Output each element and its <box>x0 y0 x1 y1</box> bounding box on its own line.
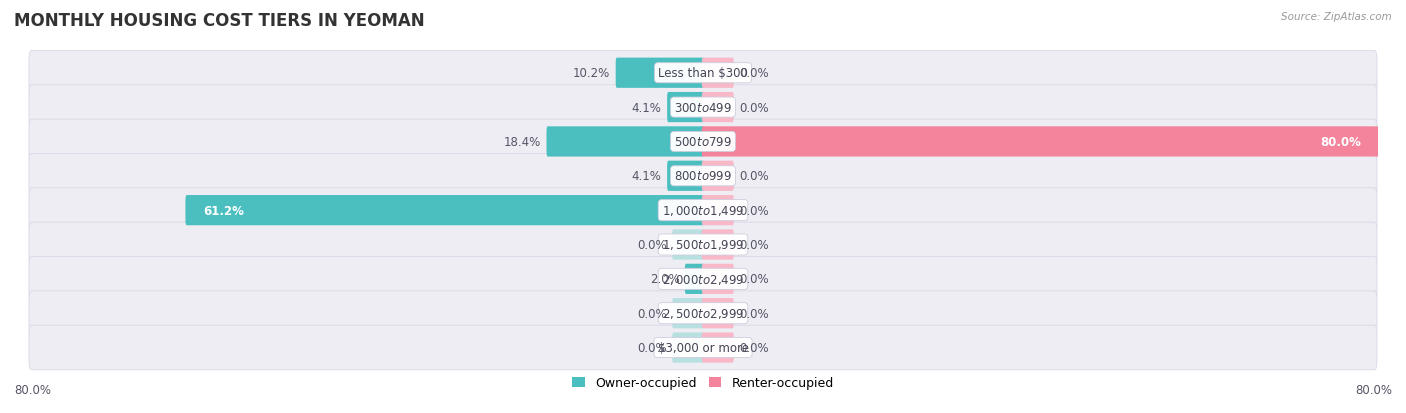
FancyBboxPatch shape <box>30 291 1376 336</box>
Text: 0.0%: 0.0% <box>740 67 769 80</box>
Text: 61.2%: 61.2% <box>204 204 245 217</box>
FancyBboxPatch shape <box>685 264 704 294</box>
Text: $800 to $999: $800 to $999 <box>673 170 733 183</box>
Text: 10.2%: 10.2% <box>574 67 610 80</box>
FancyBboxPatch shape <box>30 51 1376 96</box>
Text: 0.0%: 0.0% <box>740 238 769 252</box>
FancyBboxPatch shape <box>30 120 1376 164</box>
FancyBboxPatch shape <box>668 161 704 192</box>
Text: $2,000 to $2,499: $2,000 to $2,499 <box>662 272 744 286</box>
Text: 0.0%: 0.0% <box>740 204 769 217</box>
FancyBboxPatch shape <box>616 59 704 89</box>
FancyBboxPatch shape <box>702 59 734 89</box>
FancyBboxPatch shape <box>702 264 734 294</box>
FancyBboxPatch shape <box>672 332 704 363</box>
Text: 0.0%: 0.0% <box>740 101 769 114</box>
FancyBboxPatch shape <box>30 325 1376 370</box>
FancyBboxPatch shape <box>702 195 734 226</box>
FancyBboxPatch shape <box>30 188 1376 233</box>
FancyBboxPatch shape <box>702 332 734 363</box>
Text: $1,500 to $1,999: $1,500 to $1,999 <box>662 238 744 252</box>
Text: 4.1%: 4.1% <box>631 170 662 183</box>
FancyBboxPatch shape <box>30 85 1376 130</box>
Text: 80.0%: 80.0% <box>1320 135 1361 149</box>
Text: 0.0%: 0.0% <box>637 307 666 320</box>
FancyBboxPatch shape <box>672 230 704 260</box>
Text: 0.0%: 0.0% <box>637 341 666 354</box>
Text: 0.0%: 0.0% <box>740 273 769 286</box>
FancyBboxPatch shape <box>702 161 734 192</box>
FancyBboxPatch shape <box>672 298 704 328</box>
Text: 0.0%: 0.0% <box>740 170 769 183</box>
Text: 4.1%: 4.1% <box>631 101 662 114</box>
Text: 80.0%: 80.0% <box>1355 384 1392 396</box>
Text: 2.0%: 2.0% <box>650 273 679 286</box>
FancyBboxPatch shape <box>702 127 1379 157</box>
Text: 0.0%: 0.0% <box>637 238 666 252</box>
FancyBboxPatch shape <box>30 154 1376 199</box>
Text: 80.0%: 80.0% <box>14 384 51 396</box>
Text: 0.0%: 0.0% <box>740 307 769 320</box>
Text: $2,500 to $2,999: $2,500 to $2,999 <box>662 306 744 320</box>
Legend: Owner-occupied, Renter-occupied: Owner-occupied, Renter-occupied <box>568 372 838 394</box>
Text: 18.4%: 18.4% <box>503 135 541 149</box>
FancyBboxPatch shape <box>702 298 734 328</box>
Text: $500 to $799: $500 to $799 <box>673 135 733 149</box>
FancyBboxPatch shape <box>186 195 704 226</box>
Text: 0.0%: 0.0% <box>740 341 769 354</box>
Text: $1,000 to $1,499: $1,000 to $1,499 <box>662 204 744 218</box>
FancyBboxPatch shape <box>668 93 704 123</box>
FancyBboxPatch shape <box>702 93 734 123</box>
FancyBboxPatch shape <box>30 257 1376 301</box>
Text: Source: ZipAtlas.com: Source: ZipAtlas.com <box>1281 12 1392 22</box>
Text: MONTHLY HOUSING COST TIERS IN YEOMAN: MONTHLY HOUSING COST TIERS IN YEOMAN <box>14 12 425 30</box>
FancyBboxPatch shape <box>547 127 704 157</box>
Text: $300 to $499: $300 to $499 <box>673 101 733 114</box>
Text: $3,000 or more: $3,000 or more <box>658 341 748 354</box>
FancyBboxPatch shape <box>702 230 734 260</box>
Text: Less than $300: Less than $300 <box>658 67 748 80</box>
FancyBboxPatch shape <box>30 223 1376 267</box>
